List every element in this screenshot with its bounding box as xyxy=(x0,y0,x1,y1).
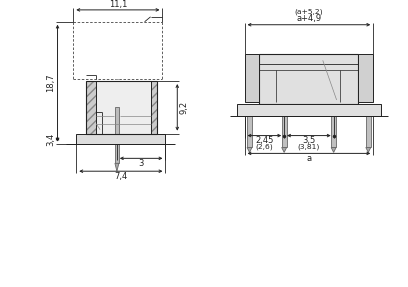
Text: 9,2: 9,2 xyxy=(180,101,189,114)
Text: 11,1: 11,1 xyxy=(109,1,127,9)
Text: 18,7: 18,7 xyxy=(46,74,55,92)
Text: 3,4: 3,4 xyxy=(46,132,55,146)
Bar xyxy=(86,81,100,134)
Bar xyxy=(366,116,371,148)
Text: 2,45: 2,45 xyxy=(255,136,273,145)
Text: 7,4: 7,4 xyxy=(114,172,127,181)
Text: 3: 3 xyxy=(138,159,144,168)
Polygon shape xyxy=(115,163,119,171)
Bar xyxy=(86,81,100,134)
Polygon shape xyxy=(247,148,252,152)
Bar xyxy=(96,81,151,134)
Bar xyxy=(358,55,373,102)
Text: (3,81): (3,81) xyxy=(298,143,320,150)
Text: (2,6): (2,6) xyxy=(255,143,273,150)
Text: a: a xyxy=(306,154,311,163)
Bar xyxy=(237,104,381,116)
Bar xyxy=(115,107,119,163)
Text: 3,5: 3,5 xyxy=(302,136,315,145)
Text: (a+5,2): (a+5,2) xyxy=(295,9,323,15)
Bar xyxy=(282,116,287,148)
Bar xyxy=(259,55,358,104)
Polygon shape xyxy=(366,148,371,152)
Bar xyxy=(244,55,259,102)
Polygon shape xyxy=(282,148,287,152)
Bar xyxy=(151,81,157,134)
Bar xyxy=(76,134,165,144)
Polygon shape xyxy=(331,148,336,152)
Bar xyxy=(151,81,157,134)
Bar xyxy=(247,116,252,148)
Text: a+4,9: a+4,9 xyxy=(296,14,322,23)
Bar xyxy=(331,116,336,148)
